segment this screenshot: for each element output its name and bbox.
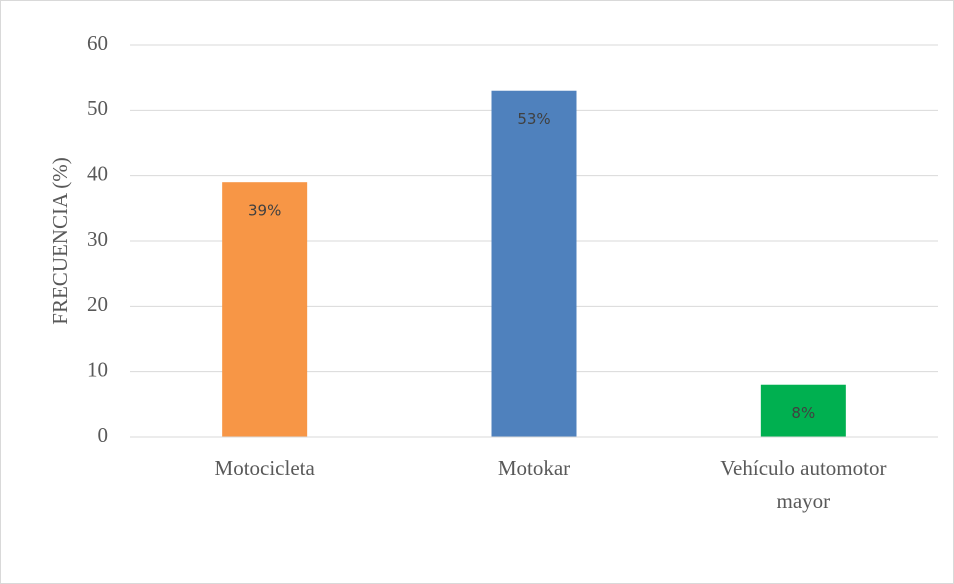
- x-tick-label: Vehículo automotor mayor: [720, 456, 886, 513]
- bar: [222, 182, 308, 437]
- y-tick-label: 30: [87, 227, 108, 251]
- x-tick-label: Motokar: [498, 456, 570, 480]
- y-tick-label: 20: [87, 292, 108, 316]
- y-tick-label: 40: [87, 161, 108, 185]
- bar: [760, 384, 846, 437]
- y-tick-label: 60: [87, 31, 108, 55]
- data-label: 8%: [791, 404, 815, 422]
- y-axis-label: FRECUENCIA (%): [48, 157, 72, 324]
- data-label: 53%: [517, 110, 550, 128]
- data-label: 39%: [248, 202, 281, 220]
- x-tick-label: Motocicleta: [215, 456, 316, 480]
- bar: [491, 90, 577, 437]
- y-tick-label: 0: [98, 423, 109, 447]
- y-tick-label: 50: [87, 96, 108, 120]
- y-tick-label: 10: [87, 357, 108, 381]
